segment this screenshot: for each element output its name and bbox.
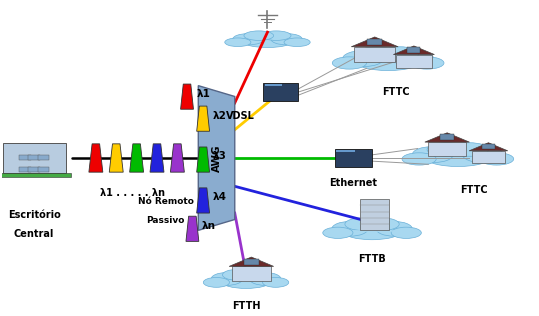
- Bar: [355, 230, 394, 232]
- Polygon shape: [469, 143, 508, 151]
- Bar: [354, 47, 395, 62]
- Polygon shape: [109, 144, 123, 172]
- Ellipse shape: [365, 218, 399, 230]
- Ellipse shape: [271, 33, 302, 45]
- Bar: [482, 144, 495, 149]
- Polygon shape: [197, 106, 210, 131]
- Text: Escritório: Escritório: [8, 210, 60, 220]
- Bar: [265, 84, 282, 86]
- Polygon shape: [170, 144, 184, 172]
- Ellipse shape: [480, 153, 514, 165]
- Ellipse shape: [412, 147, 453, 163]
- Ellipse shape: [225, 38, 251, 46]
- Ellipse shape: [222, 275, 271, 289]
- Bar: [232, 266, 271, 281]
- Bar: [336, 150, 355, 152]
- Ellipse shape: [203, 277, 230, 287]
- Ellipse shape: [233, 33, 264, 45]
- Polygon shape: [425, 133, 469, 142]
- Bar: [38, 167, 50, 172]
- Bar: [440, 134, 454, 140]
- Ellipse shape: [427, 143, 466, 156]
- Text: Ethernet: Ethernet: [329, 179, 377, 188]
- Bar: [244, 258, 259, 264]
- Ellipse shape: [332, 222, 368, 236]
- Polygon shape: [198, 86, 235, 230]
- Ellipse shape: [343, 51, 384, 67]
- Bar: [396, 55, 432, 68]
- Text: λ1: λ1: [197, 88, 211, 99]
- Polygon shape: [186, 216, 199, 241]
- Text: Passivo: Passivo: [147, 216, 185, 225]
- Bar: [19, 167, 31, 172]
- Ellipse shape: [250, 272, 281, 285]
- Bar: [3, 143, 66, 173]
- Bar: [28, 167, 40, 172]
- Ellipse shape: [243, 36, 292, 47]
- Text: VDSL: VDSL: [226, 111, 254, 120]
- Ellipse shape: [345, 218, 379, 230]
- Bar: [407, 47, 420, 53]
- Polygon shape: [393, 46, 434, 55]
- Bar: [335, 149, 372, 167]
- Ellipse shape: [391, 227, 421, 239]
- Polygon shape: [89, 144, 103, 172]
- Ellipse shape: [450, 143, 489, 156]
- Bar: [264, 83, 298, 100]
- Text: λ3: λ3: [213, 151, 226, 161]
- Bar: [428, 142, 466, 156]
- Ellipse shape: [244, 31, 274, 40]
- Text: λn: λn: [202, 221, 216, 231]
- Ellipse shape: [380, 47, 419, 60]
- Ellipse shape: [240, 270, 270, 280]
- Ellipse shape: [376, 222, 412, 236]
- Ellipse shape: [333, 57, 367, 69]
- Ellipse shape: [323, 227, 353, 239]
- Bar: [360, 199, 389, 230]
- Bar: [0, 173, 71, 177]
- Polygon shape: [181, 84, 194, 109]
- Ellipse shape: [393, 51, 434, 67]
- Text: λ1 . . . . . λn: λ1 . . . . . λn: [100, 188, 165, 198]
- Text: λ4: λ4: [213, 192, 227, 202]
- Polygon shape: [229, 257, 274, 266]
- Polygon shape: [197, 188, 210, 213]
- Bar: [472, 151, 505, 163]
- Ellipse shape: [262, 277, 289, 287]
- Ellipse shape: [223, 270, 252, 280]
- Ellipse shape: [357, 47, 396, 60]
- Text: λ2: λ2: [213, 111, 226, 120]
- Polygon shape: [197, 147, 210, 172]
- Text: FTTC: FTTC: [460, 185, 488, 195]
- Text: AWG: AWG: [211, 144, 222, 172]
- Bar: [367, 39, 382, 45]
- Ellipse shape: [261, 31, 291, 40]
- Text: FTTB: FTTB: [358, 254, 386, 264]
- Text: Nó Remoto: Nó Remoto: [137, 197, 194, 206]
- Ellipse shape: [344, 224, 400, 240]
- Bar: [19, 155, 31, 160]
- Polygon shape: [351, 37, 398, 47]
- Text: Central: Central: [14, 229, 54, 239]
- Polygon shape: [150, 144, 164, 172]
- Ellipse shape: [211, 272, 243, 285]
- Ellipse shape: [410, 57, 444, 69]
- Ellipse shape: [402, 153, 436, 165]
- Ellipse shape: [356, 53, 420, 70]
- Ellipse shape: [462, 147, 503, 163]
- Ellipse shape: [426, 149, 490, 167]
- Ellipse shape: [284, 38, 310, 46]
- Bar: [38, 155, 50, 160]
- Polygon shape: [130, 144, 143, 172]
- Text: FTTC: FTTC: [382, 87, 410, 97]
- Bar: [28, 155, 40, 160]
- Text: FTTH: FTTH: [232, 301, 260, 311]
